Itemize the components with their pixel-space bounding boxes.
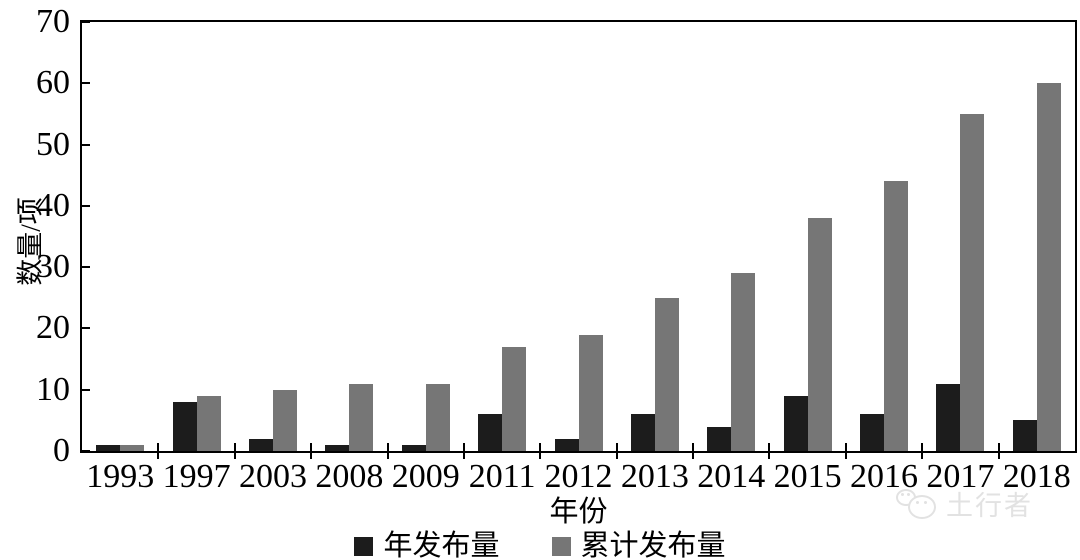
bar-annual-2017 bbox=[936, 383, 961, 451]
bar-cumulative-1993 bbox=[120, 444, 145, 451]
legend-label-annual: 年发布量 bbox=[383, 530, 500, 560]
x-tick-label-2015: 2015 bbox=[773, 458, 842, 495]
y-tick-label: 40 bbox=[36, 186, 70, 224]
y-axis-tick bbox=[82, 388, 90, 391]
x-tick-label-2018: 2018 bbox=[1002, 458, 1071, 495]
y-tick-label: 50 bbox=[36, 125, 70, 163]
x-axis-tick bbox=[462, 443, 465, 459]
x-tick-label-2014: 2014 bbox=[697, 458, 766, 495]
bar-annual-2011 bbox=[478, 414, 503, 451]
bar-cumulative-2015 bbox=[807, 218, 832, 451]
x-axis-tick bbox=[692, 443, 695, 459]
x-tick-label-2016: 2016 bbox=[850, 458, 919, 495]
x-tick-label-2003: 2003 bbox=[238, 458, 307, 495]
x-tick-label-2017: 2017 bbox=[926, 458, 995, 495]
y-tick-label: 70 bbox=[36, 3, 70, 40]
legend-item-annual: 年发布量 bbox=[354, 530, 500, 560]
bar-cumulative-2009 bbox=[425, 383, 450, 451]
y-tick-label: 60 bbox=[36, 64, 70, 102]
bar-cumulative-2012 bbox=[578, 334, 603, 451]
bar-annual-2018 bbox=[1012, 420, 1037, 451]
bar-annual-2008 bbox=[325, 444, 350, 451]
legend-label-cumulative: 累计发布量 bbox=[580, 530, 726, 560]
x-tick-label-2012: 2012 bbox=[544, 458, 613, 495]
x-tick-label-2011: 2011 bbox=[468, 458, 536, 495]
x-tick-label-1997: 1997 bbox=[162, 458, 231, 495]
x-tick-label-1993: 1993 bbox=[86, 458, 155, 495]
x-axis-tick bbox=[310, 443, 313, 459]
bar-annual-2015 bbox=[783, 395, 808, 451]
bar-annual-1993 bbox=[96, 444, 121, 451]
y-axis-tick bbox=[82, 21, 90, 23]
wechat-chat-bubbles-icon bbox=[896, 489, 940, 523]
y-tick-label: 0 bbox=[53, 432, 70, 469]
bar-cumulative-2017 bbox=[960, 113, 985, 451]
y-tick-label: 30 bbox=[36, 248, 70, 286]
x-axis-tick bbox=[157, 443, 160, 459]
x-axis-tick bbox=[386, 443, 389, 459]
bar-annual-2014 bbox=[707, 426, 732, 451]
bar-annual-1997 bbox=[172, 401, 197, 451]
x-axis-tick bbox=[921, 443, 924, 459]
plot-area bbox=[80, 20, 1077, 453]
y-tick-label: 20 bbox=[36, 309, 70, 347]
x-axis-tick bbox=[615, 443, 618, 459]
legend-swatch-annual bbox=[354, 536, 374, 556]
bar-cumulative-2008 bbox=[349, 383, 374, 451]
legend-swatch-cumulative bbox=[551, 536, 571, 556]
y-axis-tick bbox=[82, 266, 90, 269]
bar-cumulative-2018 bbox=[1036, 83, 1061, 451]
x-tick-label-2013: 2013 bbox=[620, 458, 689, 495]
chart-legend: 年发布量 累计发布量 bbox=[0, 531, 1080, 560]
bar-annual-2009 bbox=[401, 444, 426, 451]
x-axis-tick bbox=[233, 443, 236, 459]
x-axis-title: 年份 bbox=[549, 496, 608, 528]
legend-item-cumulative: 累计发布量 bbox=[551, 530, 726, 560]
y-axis-tick bbox=[82, 204, 90, 207]
x-tick-label-2008: 2008 bbox=[315, 458, 384, 495]
bar-cumulative-2014 bbox=[731, 273, 756, 451]
y-axis-tick bbox=[82, 82, 90, 85]
bar-annual-2012 bbox=[554, 438, 579, 451]
x-axis-tick bbox=[768, 443, 771, 459]
bar-cumulative-2013 bbox=[654, 297, 679, 451]
bar-cumulative-1997 bbox=[196, 395, 221, 451]
bar-annual-2016 bbox=[860, 414, 885, 451]
y-axis-tick bbox=[82, 143, 90, 146]
y-axis-tick bbox=[82, 450, 90, 452]
x-axis-tick bbox=[844, 443, 847, 459]
x-axis-tick bbox=[997, 443, 1000, 459]
bar-cumulative-2016 bbox=[884, 181, 909, 451]
x-tick-label-2009: 2009 bbox=[391, 458, 460, 495]
x-axis-tick bbox=[539, 443, 542, 459]
y-tick-label: 10 bbox=[36, 370, 70, 408]
bar-cumulative-2011 bbox=[502, 346, 527, 451]
bar-annual-2013 bbox=[630, 414, 655, 451]
watermark: 土行者 bbox=[896, 489, 1033, 523]
y-axis-tick bbox=[82, 327, 90, 330]
bar-cumulative-2003 bbox=[272, 389, 297, 451]
watermark-text: 土行者 bbox=[946, 491, 1033, 521]
bar-annual-2003 bbox=[248, 438, 273, 451]
